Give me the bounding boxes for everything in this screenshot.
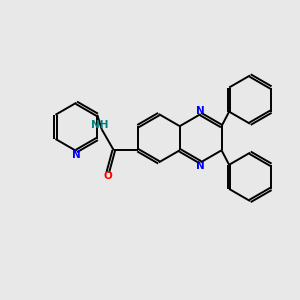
Text: N: N	[72, 150, 81, 160]
Text: O: O	[103, 171, 112, 181]
Text: NH: NH	[92, 121, 109, 130]
Text: N: N	[196, 161, 205, 171]
Text: N: N	[196, 106, 205, 116]
